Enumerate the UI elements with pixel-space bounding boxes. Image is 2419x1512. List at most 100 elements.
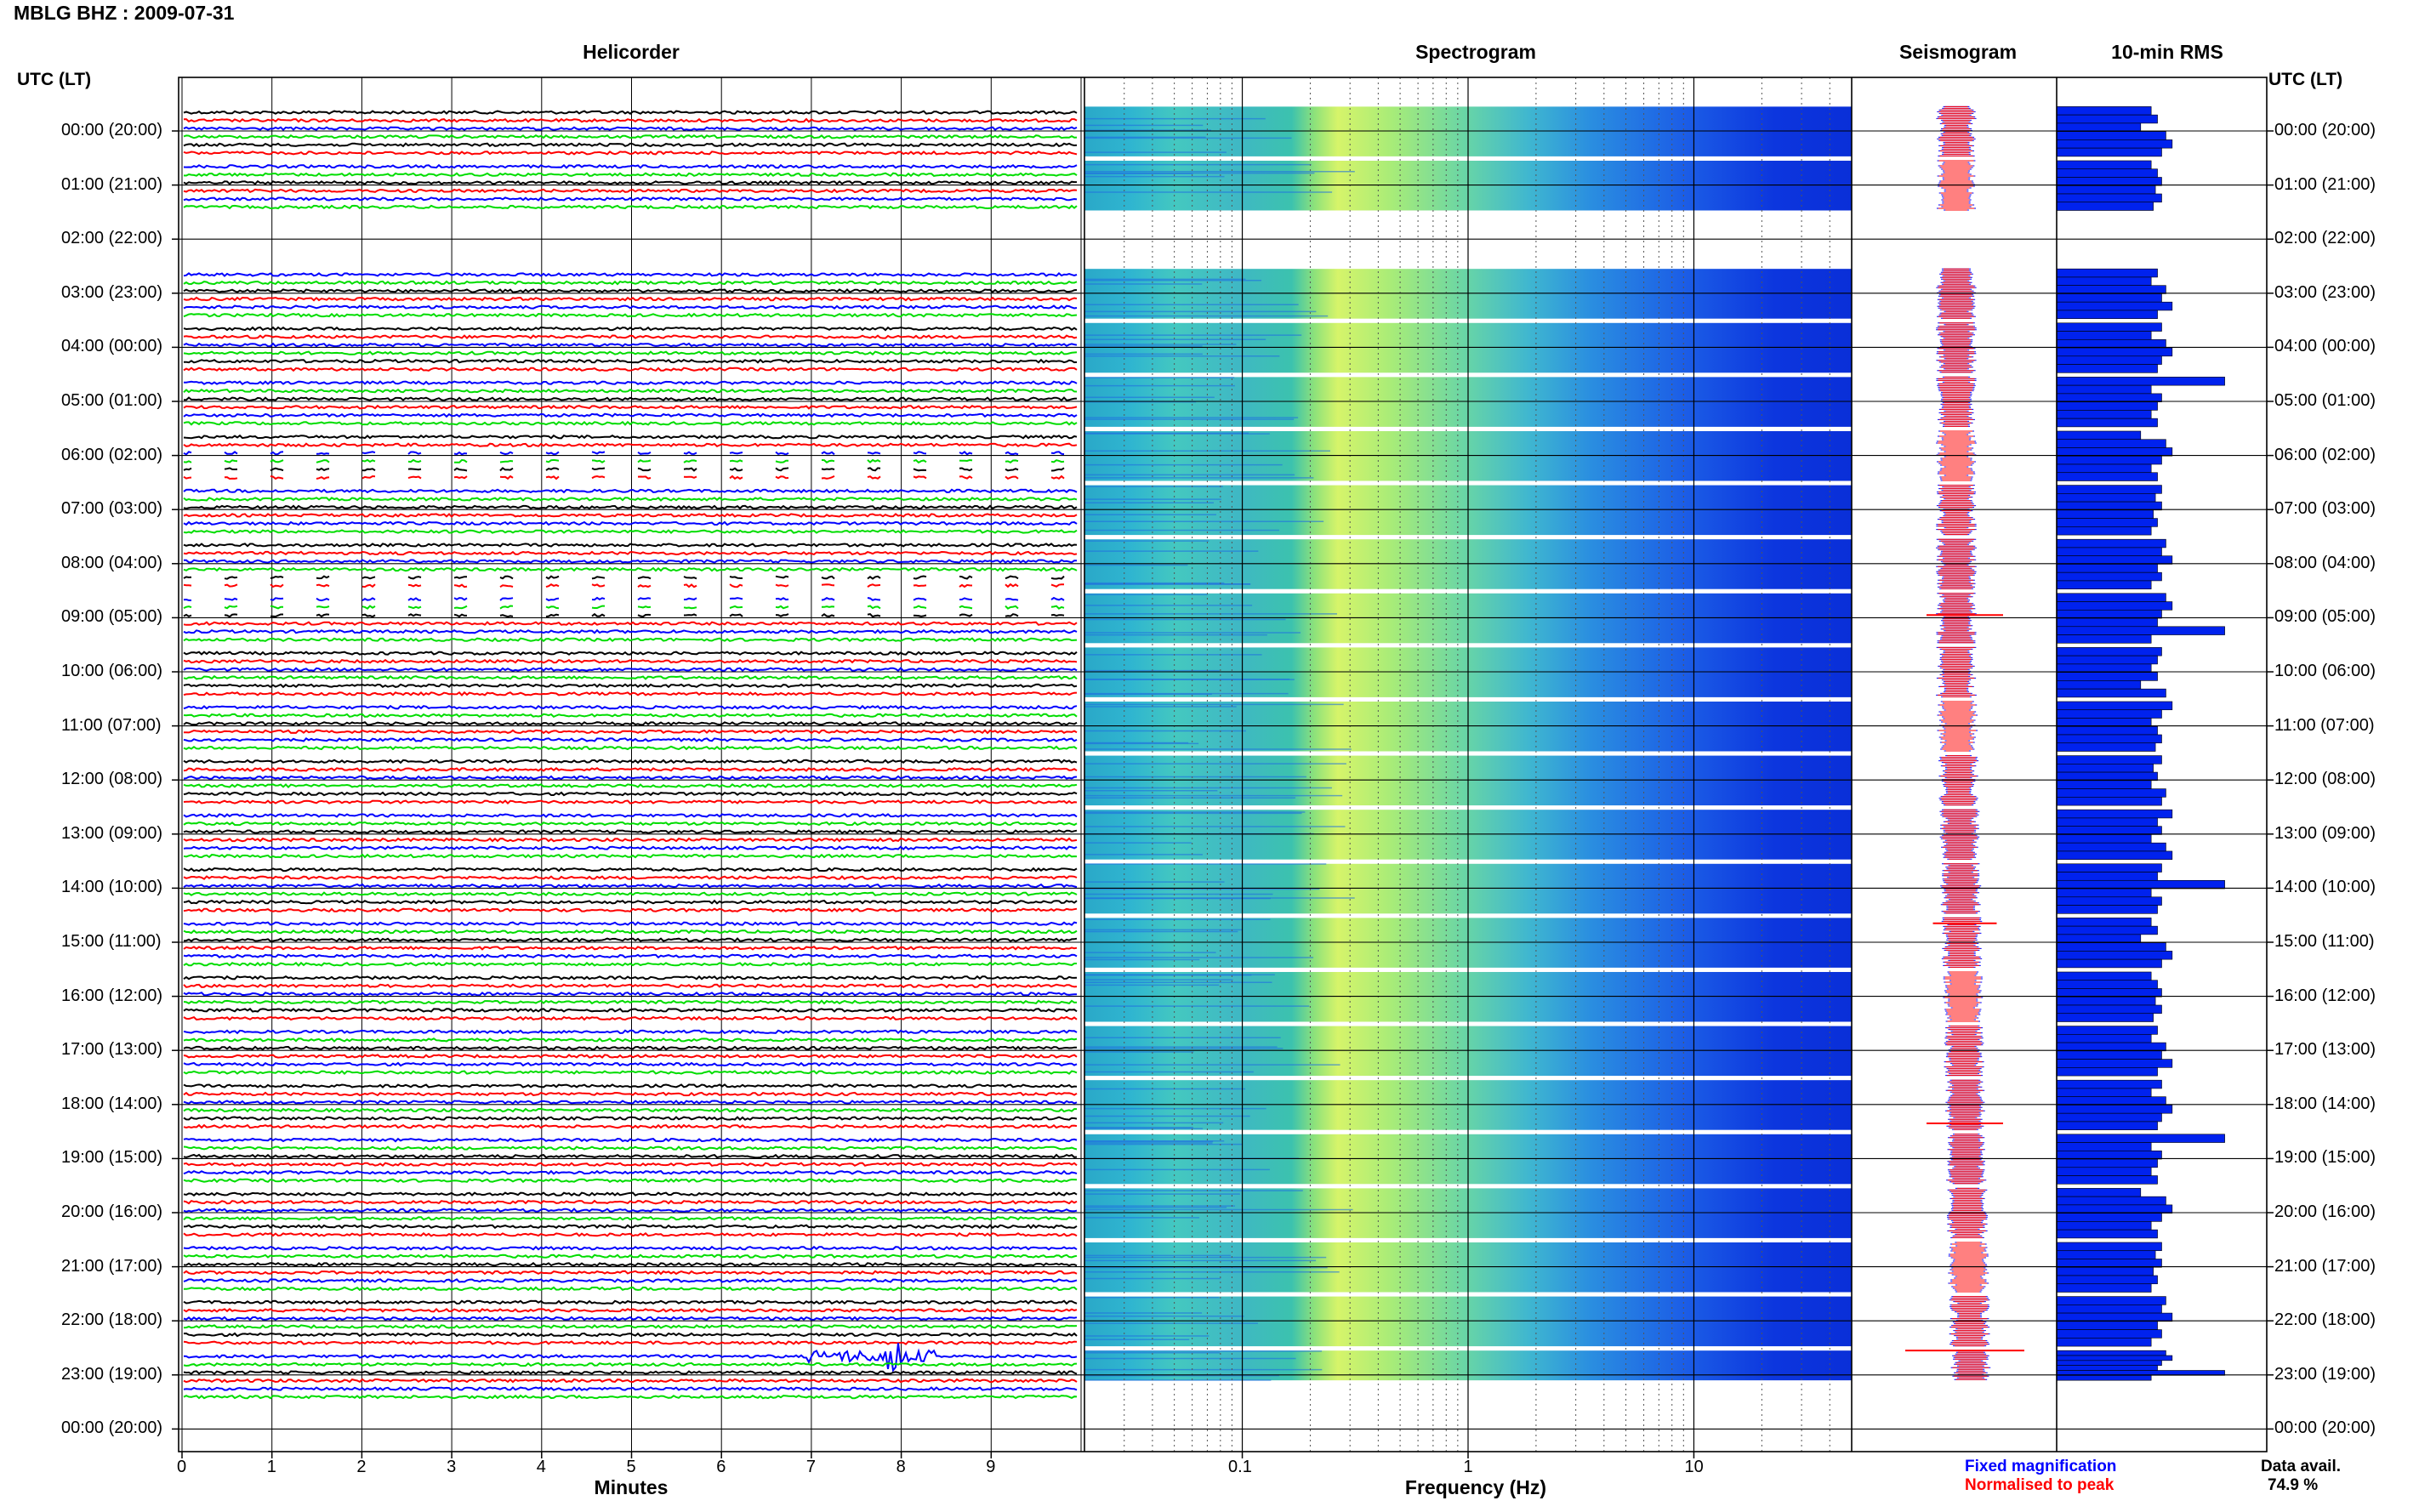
spectrogram-panel — [1084, 77, 1852, 1452]
seismogram-normalised-trace — [1941, 809, 1978, 860]
seismogram-normalised-trace — [1938, 160, 1975, 211]
rms-bar — [2056, 863, 2162, 873]
rms-bar — [2056, 755, 2162, 765]
rms-bar — [2056, 355, 2162, 365]
rms-bar — [2056, 925, 2158, 935]
time-label-left: 03:00 (23:00) — [61, 282, 162, 302]
rms-bar — [2056, 1150, 2162, 1160]
time-label-right: 09:00 (05:00) — [2274, 607, 2376, 627]
helicorder-trace — [183, 1178, 1078, 1184]
helicorder-trace — [183, 1224, 1078, 1230]
helicorder-trace — [183, 272, 1078, 277]
legend-normalised-to-peak: Normalised to peak — [1965, 1476, 2114, 1494]
rms-bar — [2056, 817, 2158, 827]
helicorder-trace — [183, 163, 1078, 169]
time-label-right: 16:00 (12:00) — [2274, 986, 2376, 1005]
time-label-right: 12:00 (08:00) — [2274, 770, 2376, 789]
helicorder-trace — [183, 367, 1078, 372]
time-label-left: 23:00 (19:00) — [61, 1364, 162, 1384]
time-label-right: 13:00 (09:00) — [2274, 823, 2376, 843]
rms-bar — [2056, 1329, 2162, 1339]
time-label-left: 08:00 (04:00) — [61, 553, 162, 572]
rms-bar — [2056, 1112, 2162, 1123]
rms-bar — [2056, 268, 2158, 278]
helicorder-trace — [183, 1116, 1078, 1121]
rms-bar — [2056, 1079, 2162, 1089]
rms-bar — [2056, 734, 2162, 744]
helicorder-trace — [183, 504, 1078, 510]
rms-bar — [2056, 1375, 2152, 1381]
rms-bar — [2056, 1296, 2166, 1305]
rms-bar — [2056, 185, 2156, 195]
rms-bar — [2056, 797, 2162, 806]
frequency-tick-label: 10 — [1684, 1458, 1704, 1476]
time-label-right: 05:00 (01:00) — [2274, 391, 2376, 410]
rms-bar — [2056, 139, 2173, 149]
rms-bar — [2056, 377, 2225, 386]
helicorder-trace — [183, 467, 1065, 472]
helicorder-trace — [183, 605, 1065, 610]
rms-bar — [2056, 764, 2154, 773]
rms-bar — [2056, 393, 2162, 402]
helicorder-trace — [183, 188, 1078, 194]
seismogram-normalised-trace — [1944, 971, 1982, 1022]
helicorder-trace — [183, 867, 1078, 873]
rms-bar — [2056, 672, 2158, 681]
minute-tick-label: 5 — [626, 1458, 636, 1476]
panel-frames — [172, 77, 2274, 1458]
helicorder-trace — [183, 1153, 1078, 1159]
helicorder-trace — [184, 729, 1078, 735]
time-label-left: 13:00 (09:00) — [61, 823, 162, 843]
rms-bar — [2056, 771, 2158, 782]
time-label-right: 08:00 (04:00) — [2274, 553, 2376, 572]
helicorder-trace — [183, 1191, 1078, 1197]
helicorder-trace — [183, 550, 1078, 556]
helicorder-trace — [183, 179, 1077, 185]
rms-bar — [2056, 718, 2152, 727]
rms-bar — [2056, 410, 2152, 419]
helicorder-trace — [183, 280, 1078, 286]
helicorder-trace — [183, 1343, 1078, 1373]
rms-bar — [2056, 958, 2162, 969]
seismogram-panel — [1905, 105, 2024, 1380]
time-label-right: 21:00 (17:00) — [2274, 1256, 2376, 1276]
helicorder-trace — [183, 745, 1078, 751]
rms-bar — [2056, 1167, 2152, 1176]
helicorder-trace — [183, 1208, 1078, 1213]
time-label-right: 15:00 (11:00) — [2274, 932, 2375, 951]
time-label-right: 23:00 (19:00) — [2274, 1364, 2376, 1384]
helicorder-trace — [183, 520, 1078, 526]
rms-bar — [2056, 131, 2166, 140]
helicorder-trace — [183, 388, 1078, 394]
time-label-left: 00:00 (20:00) — [61, 1418, 162, 1438]
rms-bar — [2056, 688, 2166, 698]
helicorder-trace — [183, 1307, 1078, 1313]
helicorder-trace — [183, 799, 1078, 804]
rms-bar — [2056, 1229, 2158, 1239]
helicorder-trace — [183, 907, 1078, 913]
rms-bar — [2056, 988, 2162, 998]
helicorder-trace — [183, 326, 1078, 332]
rms-bar — [2056, 564, 2158, 573]
time-label-right: 07:00 (03:00) — [2274, 499, 2376, 519]
helicorder-trace — [183, 334, 1078, 339]
helicorder-trace — [183, 1278, 1078, 1283]
helicorder-trace — [184, 559, 1078, 564]
seismogram-normalised-trace — [1938, 646, 1975, 697]
helicorder-trace — [183, 396, 1078, 402]
helicorder-trace — [183, 783, 1078, 789]
time-label-right: 18:00 (14:00) — [2274, 1094, 2376, 1113]
helicorder-trace — [183, 142, 1078, 148]
time-label-right: 14:00 (10:00) — [2274, 878, 2376, 897]
rms-bar — [2056, 1221, 2152, 1231]
time-label-left: 05:00 (01:00) — [61, 391, 162, 410]
rms-bar — [2056, 1034, 2152, 1043]
time-label-left: 11:00 (07:00) — [61, 715, 162, 735]
helicorder-trace — [183, 983, 1078, 989]
helicorder-trace — [183, 488, 1078, 494]
minute-tick-label: 0 — [177, 1458, 187, 1476]
time-label-right: 19:00 (15:00) — [2274, 1148, 2376, 1168]
helicorder-trace — [183, 450, 1065, 456]
rms-bar — [2056, 1259, 2162, 1268]
helicorder-trace — [183, 1286, 1078, 1292]
